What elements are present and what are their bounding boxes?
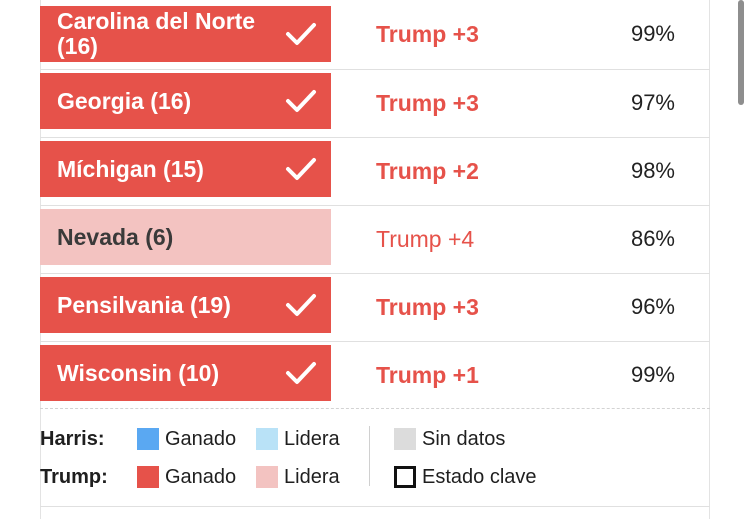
table-row[interactable]: Wisconsin (10) Trump +1 99% bbox=[40, 341, 710, 409]
check-icon bbox=[286, 362, 316, 384]
legend-divider bbox=[40, 408, 710, 409]
margin-value: Trump +4 bbox=[376, 225, 475, 252]
reported-percent: 97% bbox=[630, 90, 675, 115]
row-divider bbox=[40, 341, 710, 342]
state-box: Carolina del Norte (16) bbox=[40, 6, 331, 62]
row-divider bbox=[40, 205, 710, 206]
state-box: Georgia (16) bbox=[40, 73, 331, 129]
state-name: Pensilvania (19) bbox=[57, 291, 231, 318]
state-name: Wisconsin (10) bbox=[57, 359, 220, 386]
margin-value: Trump +1 bbox=[376, 361, 479, 388]
scrollbar[interactable] bbox=[738, 0, 744, 105]
table-right-border bbox=[709, 0, 710, 519]
state-name: Míchigan (15) bbox=[57, 155, 204, 182]
reported-percent: 96% bbox=[630, 294, 675, 319]
margin-value: Trump +2 bbox=[376, 157, 479, 184]
trump-lead-swatch bbox=[256, 466, 278, 488]
trump-won-swatch bbox=[137, 466, 159, 488]
legend-no-data: Sin datos bbox=[422, 428, 506, 450]
legend-vertical-divider bbox=[369, 426, 370, 486]
legend: Harris: Ganado Lidera Trump: Ganado Lide… bbox=[40, 420, 710, 500]
row-divider bbox=[40, 273, 710, 274]
harris-lead-swatch bbox=[256, 428, 278, 450]
state-box: Wisconsin (10) bbox=[40, 345, 331, 401]
reported-percent: 99% bbox=[630, 21, 675, 46]
table-row[interactable]: Carolina del Norte (16) Trump +3 99% bbox=[40, 0, 710, 68]
margin-value: Trump +3 bbox=[376, 20, 479, 47]
reported-percent: 86% bbox=[630, 226, 675, 251]
legend-key-state: Estado clave bbox=[422, 466, 537, 488]
check-icon bbox=[286, 294, 316, 316]
margin-value: Trump +3 bbox=[376, 89, 479, 116]
check-icon bbox=[286, 90, 316, 112]
no-data-swatch bbox=[394, 428, 416, 450]
state-name: Carolina del Norte (16) bbox=[57, 8, 256, 59]
legend-trump-won: Ganado bbox=[165, 466, 237, 488]
key-state-swatch bbox=[394, 466, 416, 488]
legend-harris-lead: Lidera bbox=[284, 428, 340, 450]
state-box: Nevada (6) bbox=[40, 209, 331, 265]
harris-won-swatch bbox=[137, 428, 159, 450]
reported-percent: 98% bbox=[630, 158, 675, 183]
state-name: Georgia (16) bbox=[57, 87, 192, 114]
check-icon bbox=[286, 23, 316, 45]
state-box: Pensilvania (19) bbox=[40, 277, 331, 333]
legend-trump-label: Trump: bbox=[40, 466, 108, 488]
bottom-divider bbox=[40, 506, 710, 507]
row-divider bbox=[40, 137, 710, 138]
table-row[interactable]: Georgia (16) Trump +3 97% bbox=[40, 69, 710, 137]
legend-trump-lead: Lidera bbox=[284, 466, 340, 488]
table-row[interactable]: Nevada (6) Trump +4 86% bbox=[40, 205, 710, 273]
state-name: Nevada (6) bbox=[57, 223, 174, 250]
margin-value: Trump +3 bbox=[376, 293, 479, 320]
check-icon bbox=[286, 158, 316, 180]
legend-harris-label: Harris: bbox=[40, 428, 105, 450]
table-row[interactable]: Pensilvania (19) Trump +3 96% bbox=[40, 273, 710, 341]
reported-percent: 99% bbox=[630, 362, 675, 387]
row-divider bbox=[40, 69, 710, 70]
state-box: Míchigan (15) bbox=[40, 141, 331, 197]
legend-harris-won: Ganado bbox=[165, 428, 237, 450]
table-row[interactable]: Míchigan (15) Trump +2 98% bbox=[40, 137, 710, 205]
